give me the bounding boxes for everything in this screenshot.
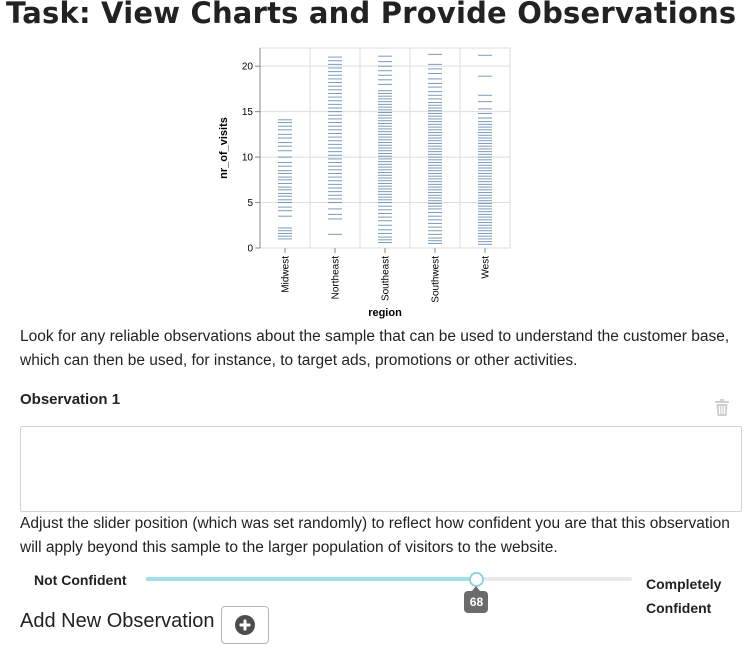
add-observation-label: Add New Observation xyxy=(20,610,215,632)
task-instructions: Look for any reliable observations about… xyxy=(20,328,730,369)
x-tick-label: Southwest xyxy=(431,256,442,303)
slider-handle[interactable] xyxy=(469,572,485,587)
strip-plot-chart: 0 5 10 15 20 Midwest Northeast Southeast Southwe… xyxy=(218,47,511,319)
trash-icon[interactable] xyxy=(714,399,730,417)
plus-circle-icon xyxy=(222,614,268,636)
page-title: Task: View Charts and Provide Observatio… xyxy=(6,0,737,30)
y-tick-label: 20 xyxy=(242,62,254,73)
observation-label: Observation 1 xyxy=(20,391,121,408)
confidence-slider[interactable]: 68 xyxy=(146,569,632,613)
x-axis-title: region xyxy=(368,307,402,319)
y-tick-label: 10 xyxy=(242,153,254,164)
slider-instructions: Adjust the slider position (which was se… xyxy=(20,515,730,556)
add-observation-button[interactable] xyxy=(221,606,269,644)
y-axis-title: nr_of_visits xyxy=(218,117,230,179)
y-tick-label: 0 xyxy=(247,244,253,255)
slider-value-tooltip: 68 xyxy=(464,586,489,613)
x-tick-label: Southeast xyxy=(381,256,392,301)
slider-min-label: Not Confident xyxy=(34,572,127,588)
y-tick-label: 15 xyxy=(242,107,254,118)
slider-track xyxy=(146,577,477,581)
x-tick-label: Midwest xyxy=(281,256,292,293)
observation-input[interactable] xyxy=(20,426,742,512)
x-tick-label: West xyxy=(481,256,492,279)
y-tick-label: 5 xyxy=(247,198,253,209)
slider-max-label: Completely Confident xyxy=(646,576,722,616)
x-tick-label: Northeast xyxy=(331,256,342,300)
